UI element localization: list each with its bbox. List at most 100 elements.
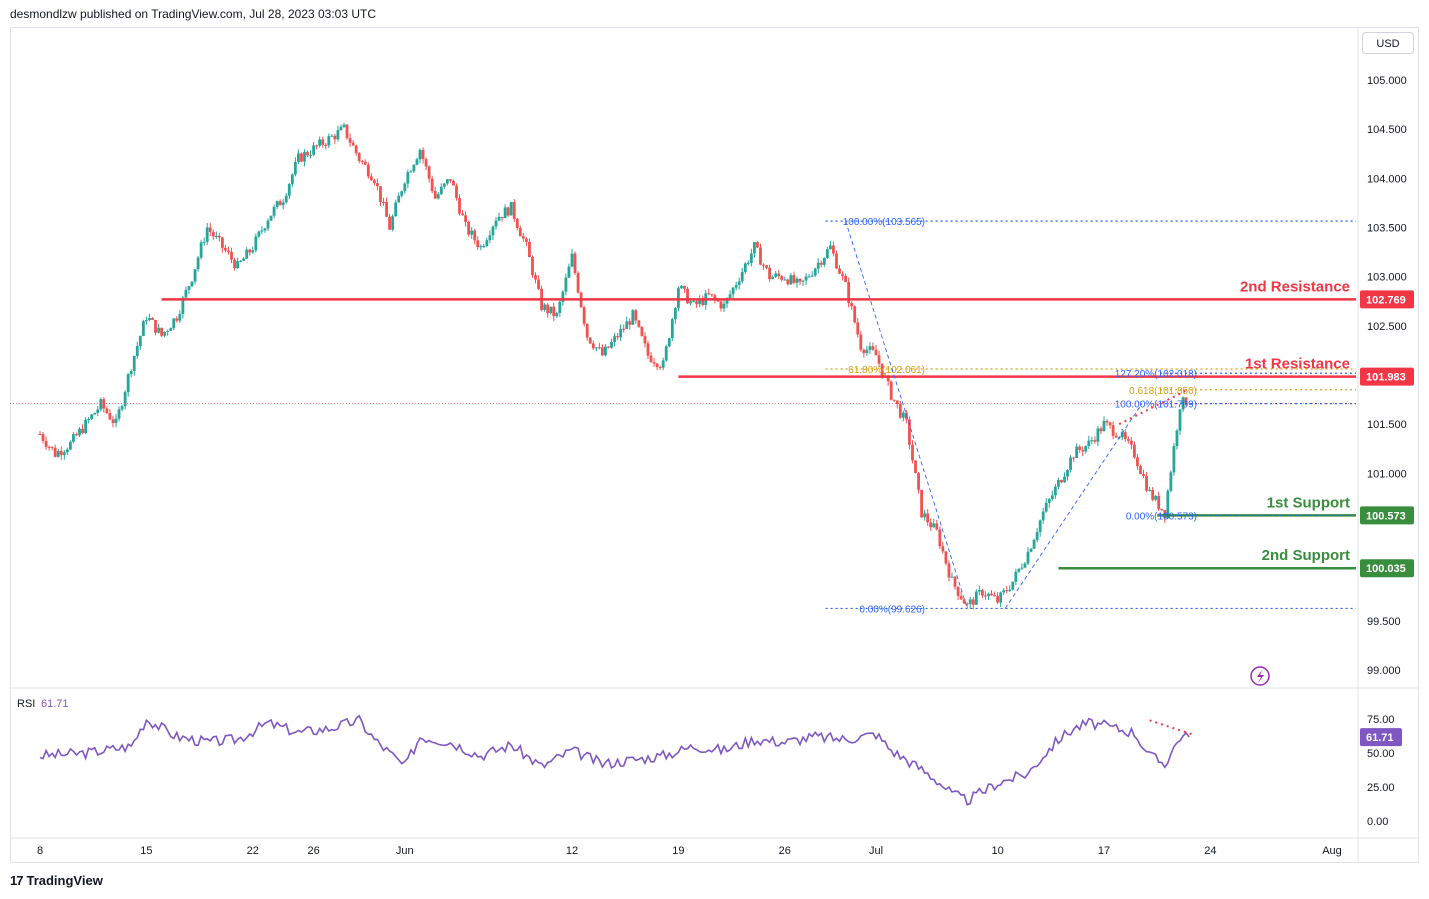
candle-body [643,336,647,344]
candle-body [920,489,923,518]
candle-body [1172,446,1176,473]
candle-body [895,400,899,405]
candle-body [625,321,629,330]
candle-body [737,281,741,286]
candle-body [923,513,927,518]
candle-body [898,404,902,418]
lightning-icon[interactable] [1250,666,1270,686]
candle-body [1017,568,1021,572]
candle-body [403,183,407,192]
candle-body [217,235,221,238]
candle-body [594,347,598,349]
candle-body [515,218,519,229]
time-tick-label: 24 [1204,845,1216,857]
candle-body [242,258,246,261]
candle-body [1111,425,1115,436]
candle-body [637,320,641,327]
candle-body [272,206,276,216]
candle-body [1011,581,1015,590]
candle-body [880,363,884,377]
level-name: 2nd Support [1262,547,1350,564]
candle-body [47,446,51,448]
candle-body [628,321,632,325]
price-tick-label: 103.500 [1367,223,1407,235]
price-badge [1360,367,1414,386]
candle-body [1169,472,1173,491]
candle-body [154,319,157,333]
candle-body [406,172,410,184]
candle-body [838,268,841,274]
rsi-value-label: 61.71 [41,698,69,710]
candle-body [44,440,48,447]
candle-body [1032,539,1036,549]
candle-body [886,375,890,382]
candle-body [585,323,589,338]
candle-body [832,245,835,254]
candle-body [537,279,540,289]
candle-body [266,220,270,229]
chart-frame[interactable] [10,27,1419,863]
candle-body [874,349,878,356]
candle-body [172,318,176,329]
candle-body [807,276,811,278]
time-tick-label: Aug [1322,845,1342,857]
candle-body [360,160,364,162]
candle-body [847,282,851,303]
candle-body [707,293,711,295]
candle-body [373,180,376,184]
candle-body [1047,499,1051,503]
rsi-badge [1360,728,1402,747]
candle-body [968,599,972,604]
candle-body [813,268,817,276]
candle-body [452,180,455,186]
candle-body [59,450,63,456]
currency-button[interactable]: USD [1362,32,1414,54]
candle-body [1005,590,1009,592]
rsi-tick-label: 75.00 [1367,714,1395,726]
fib-label: 61.80%(102.061) [848,365,925,376]
candle-body [108,412,112,420]
candle-body [1178,409,1182,431]
candle-body [1053,486,1057,496]
candle-body [816,262,820,269]
candle-body [795,278,799,283]
candle-body [254,236,258,251]
candle-body [819,262,823,265]
candle-body [649,355,653,363]
candle-body [634,310,638,321]
candle-body [345,124,349,139]
candle-body [382,201,385,203]
candle-body [491,226,495,236]
candle-body [1084,445,1088,452]
candle-body [126,374,130,393]
candle-body [169,328,173,331]
candle-body [616,336,619,338]
candle-body [1123,432,1127,439]
price-badge-label: 102.769 [1366,294,1406,306]
candles [38,122,1188,610]
rsi-tick-label: 50.00 [1367,748,1395,760]
price-axis: 105.000 104.500 104.000 103.500 103.000 102.5… [1367,75,1407,677]
time-tick-label: 26 [779,845,791,857]
candle-body [914,460,917,474]
candle-body [245,249,249,259]
candle-body [69,441,72,450]
candle-body [783,279,787,281]
candle-body [591,343,595,349]
candle-body [780,276,784,280]
candle-body [351,142,355,146]
candle-body [965,603,969,605]
time-tick-label: 12 [566,845,578,857]
candle-body [561,291,565,302]
candle-body [1081,449,1085,452]
candle-body [138,336,142,347]
candle-body [528,241,531,258]
price-tick-label: 104.500 [1367,124,1407,136]
rsi-plot: 61.71 [39,714,1402,806]
candle-body [619,328,623,338]
candle-body [1008,589,1012,591]
candle-body [759,247,762,265]
price-tick-label: 104.000 [1367,173,1407,185]
candle-body [464,215,467,223]
